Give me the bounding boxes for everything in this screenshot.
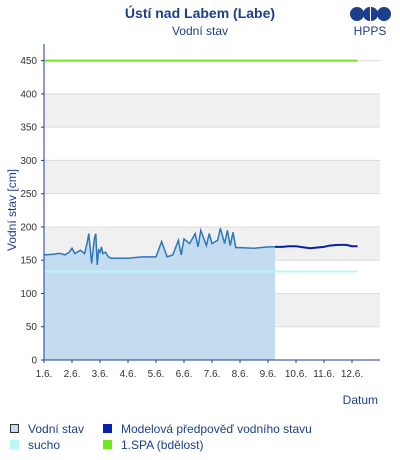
chart-title: Ústí nad Labem (Labe) (124, 5, 276, 21)
legend-label-sucho: sucho (28, 438, 61, 452)
x-tick-label: 1.6. (36, 369, 53, 380)
hpps-logo-text: HPPS (353, 24, 387, 38)
x-tick-label: 10.6. (285, 369, 307, 380)
water-level-line (43, 227, 275, 265)
y-tick-label: 300 (20, 156, 37, 167)
water-level-area (44, 228, 275, 360)
legend-swatch-forecast (103, 424, 112, 433)
x-tick-label: 8.6. (232, 369, 249, 380)
y-tick-label: 150 (20, 256, 37, 267)
legend-label-vodni-stav: Vodní stav (28, 422, 85, 436)
y-tick-label: 200 (20, 222, 37, 233)
y-tick-label: 100 (20, 289, 37, 300)
x-tick-label: 3.6. (92, 369, 109, 380)
x-tick-label: 6.6. (176, 369, 193, 380)
x-tick-label: 5.6. (148, 369, 165, 380)
legend-label-forecast: Modelová předpověď vodního stavu (121, 422, 312, 436)
chart-subtitle: Vodní stav (171, 24, 229, 38)
legend-label-spa: 1.SPA (bdělost) (121, 438, 204, 452)
x-tick-label: 11.6. (313, 369, 335, 380)
grid-band (44, 160, 380, 194)
x-axis-label: Datum (343, 393, 378, 407)
x-tick-label: 2.6. (64, 369, 81, 380)
grid-band (44, 93, 380, 128)
hpps-logo (350, 7, 391, 21)
y-tick-label: 450 (20, 56, 37, 67)
y-tick-label: 400 (20, 89, 37, 100)
legend-swatch-spa (103, 440, 112, 449)
x-tick-label: 12.6. (341, 369, 363, 380)
x-tick-label: 9.6. (260, 369, 277, 380)
forecast-line (275, 243, 358, 250)
y-axis-label: Vodní stav [cm] (5, 169, 19, 251)
legend-swatch-sucho (10, 440, 19, 449)
y-tick-label: 250 (20, 189, 37, 200)
y-tick-label: 350 (20, 123, 37, 134)
y-tick-label: 50 (26, 322, 38, 333)
x-tick-label: 4.6. (120, 369, 137, 380)
x-tick-label: 7.6. (204, 369, 221, 380)
legend-swatch-vodni-stav (10, 424, 19, 433)
y-tick-label: 0 (31, 356, 37, 367)
